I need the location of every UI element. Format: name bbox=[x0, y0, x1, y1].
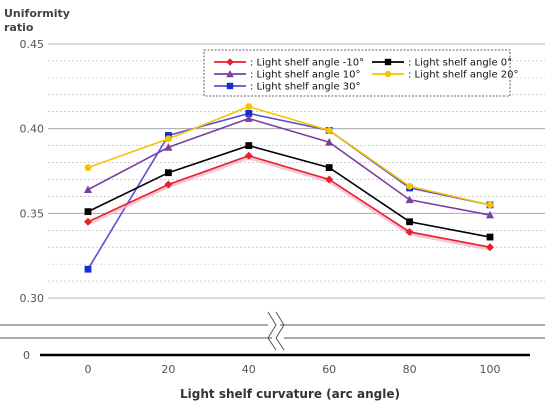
series bbox=[84, 142, 494, 241]
data-point bbox=[84, 208, 92, 216]
y-tick-label: 0.35 bbox=[20, 207, 45, 220]
y-axis-title-line-2: ratio bbox=[4, 21, 34, 34]
legend-label: : Light shelf angle 0° bbox=[408, 58, 512, 69]
data-point bbox=[486, 201, 494, 209]
data-point bbox=[384, 58, 392, 66]
axis-break bbox=[0, 311, 545, 357]
legend-item: : Light shelf angle 30° bbox=[214, 82, 361, 93]
data-point bbox=[165, 169, 172, 177]
x-tick-label: 60 bbox=[322, 363, 336, 376]
data-point bbox=[244, 114, 253, 122]
data-point bbox=[325, 175, 334, 184]
data-point bbox=[164, 143, 173, 151]
data-point bbox=[406, 218, 413, 226]
data-point bbox=[244, 151, 253, 160]
x-axis-title: Light shelf curvature (arc angle) bbox=[180, 387, 400, 401]
data-point bbox=[226, 58, 234, 66]
data-point bbox=[325, 164, 333, 172]
data-point bbox=[384, 70, 392, 78]
data-point bbox=[165, 135, 172, 143]
legend-items: : Light shelf angle -10°: Light shelf an… bbox=[214, 58, 519, 93]
series-line bbox=[87, 105, 491, 206]
data-point bbox=[84, 265, 92, 273]
data-point bbox=[164, 180, 173, 189]
legend-item: : Light shelf angle -10° bbox=[214, 58, 364, 69]
y-tick-label: 0.40 bbox=[20, 123, 45, 136]
data-point bbox=[245, 142, 253, 149]
x-tick-label: 0 bbox=[85, 363, 92, 376]
data-point bbox=[325, 126, 333, 134]
data-point bbox=[406, 182, 413, 190]
series-line bbox=[87, 144, 491, 238]
y-tick-label: 0.45 bbox=[20, 38, 45, 51]
break-zigzag bbox=[267, 311, 277, 351]
x-tick-label: 40 bbox=[242, 363, 256, 376]
series-line bbox=[87, 117, 491, 216]
x-tick-labels: 0 20 40 60 80 100 bbox=[85, 363, 501, 376]
y-tick-labels: 0.45 0.40 0.35 0.30 0 bbox=[20, 38, 45, 362]
data-point bbox=[486, 233, 494, 241]
series-shadow bbox=[87, 156, 491, 251]
data-point bbox=[226, 70, 234, 78]
legend-box bbox=[203, 49, 511, 97]
legend-label: : Light shelf angle 30° bbox=[250, 82, 361, 93]
data-point bbox=[245, 110, 253, 117]
data-point bbox=[405, 227, 414, 236]
y-axis-title-line-1: Uniformity bbox=[4, 7, 70, 20]
series-line bbox=[87, 112, 491, 270]
break-zigzag bbox=[275, 311, 285, 351]
data-point bbox=[84, 185, 92, 194]
legend-label: : Light shelf angle -10° bbox=[250, 58, 364, 69]
data-point bbox=[84, 164, 92, 172]
series bbox=[84, 151, 494, 252]
series bbox=[84, 114, 494, 219]
data-point bbox=[486, 210, 494, 219]
series-group bbox=[84, 103, 494, 273]
data-point bbox=[84, 217, 92, 226]
y-tick-label: 0 bbox=[23, 349, 30, 362]
data-point bbox=[325, 138, 334, 146]
legend: : Light shelf angle -10°: Light shelf an… bbox=[203, 49, 519, 97]
data-point bbox=[245, 103, 253, 111]
data-point bbox=[486, 243, 494, 252]
legend-label: : Light shelf angle 10° bbox=[250, 70, 361, 81]
y-tick-label: 0.30 bbox=[20, 292, 45, 305]
x-tick-label: 80 bbox=[403, 363, 417, 376]
legend-label: : Light shelf angle 20° bbox=[408, 70, 519, 81]
series-line bbox=[87, 154, 491, 248]
data-point bbox=[405, 195, 414, 204]
legend-item: : Light shelf angle 10° bbox=[214, 70, 361, 81]
legend-item: : Light shelf angle 0° bbox=[372, 58, 512, 69]
data-point bbox=[226, 82, 234, 90]
series bbox=[84, 103, 494, 209]
x-tick-label: 20 bbox=[161, 363, 175, 376]
legend-item: : Light shelf angle 20° bbox=[372, 70, 519, 81]
x-tick-label: 100 bbox=[480, 363, 501, 376]
